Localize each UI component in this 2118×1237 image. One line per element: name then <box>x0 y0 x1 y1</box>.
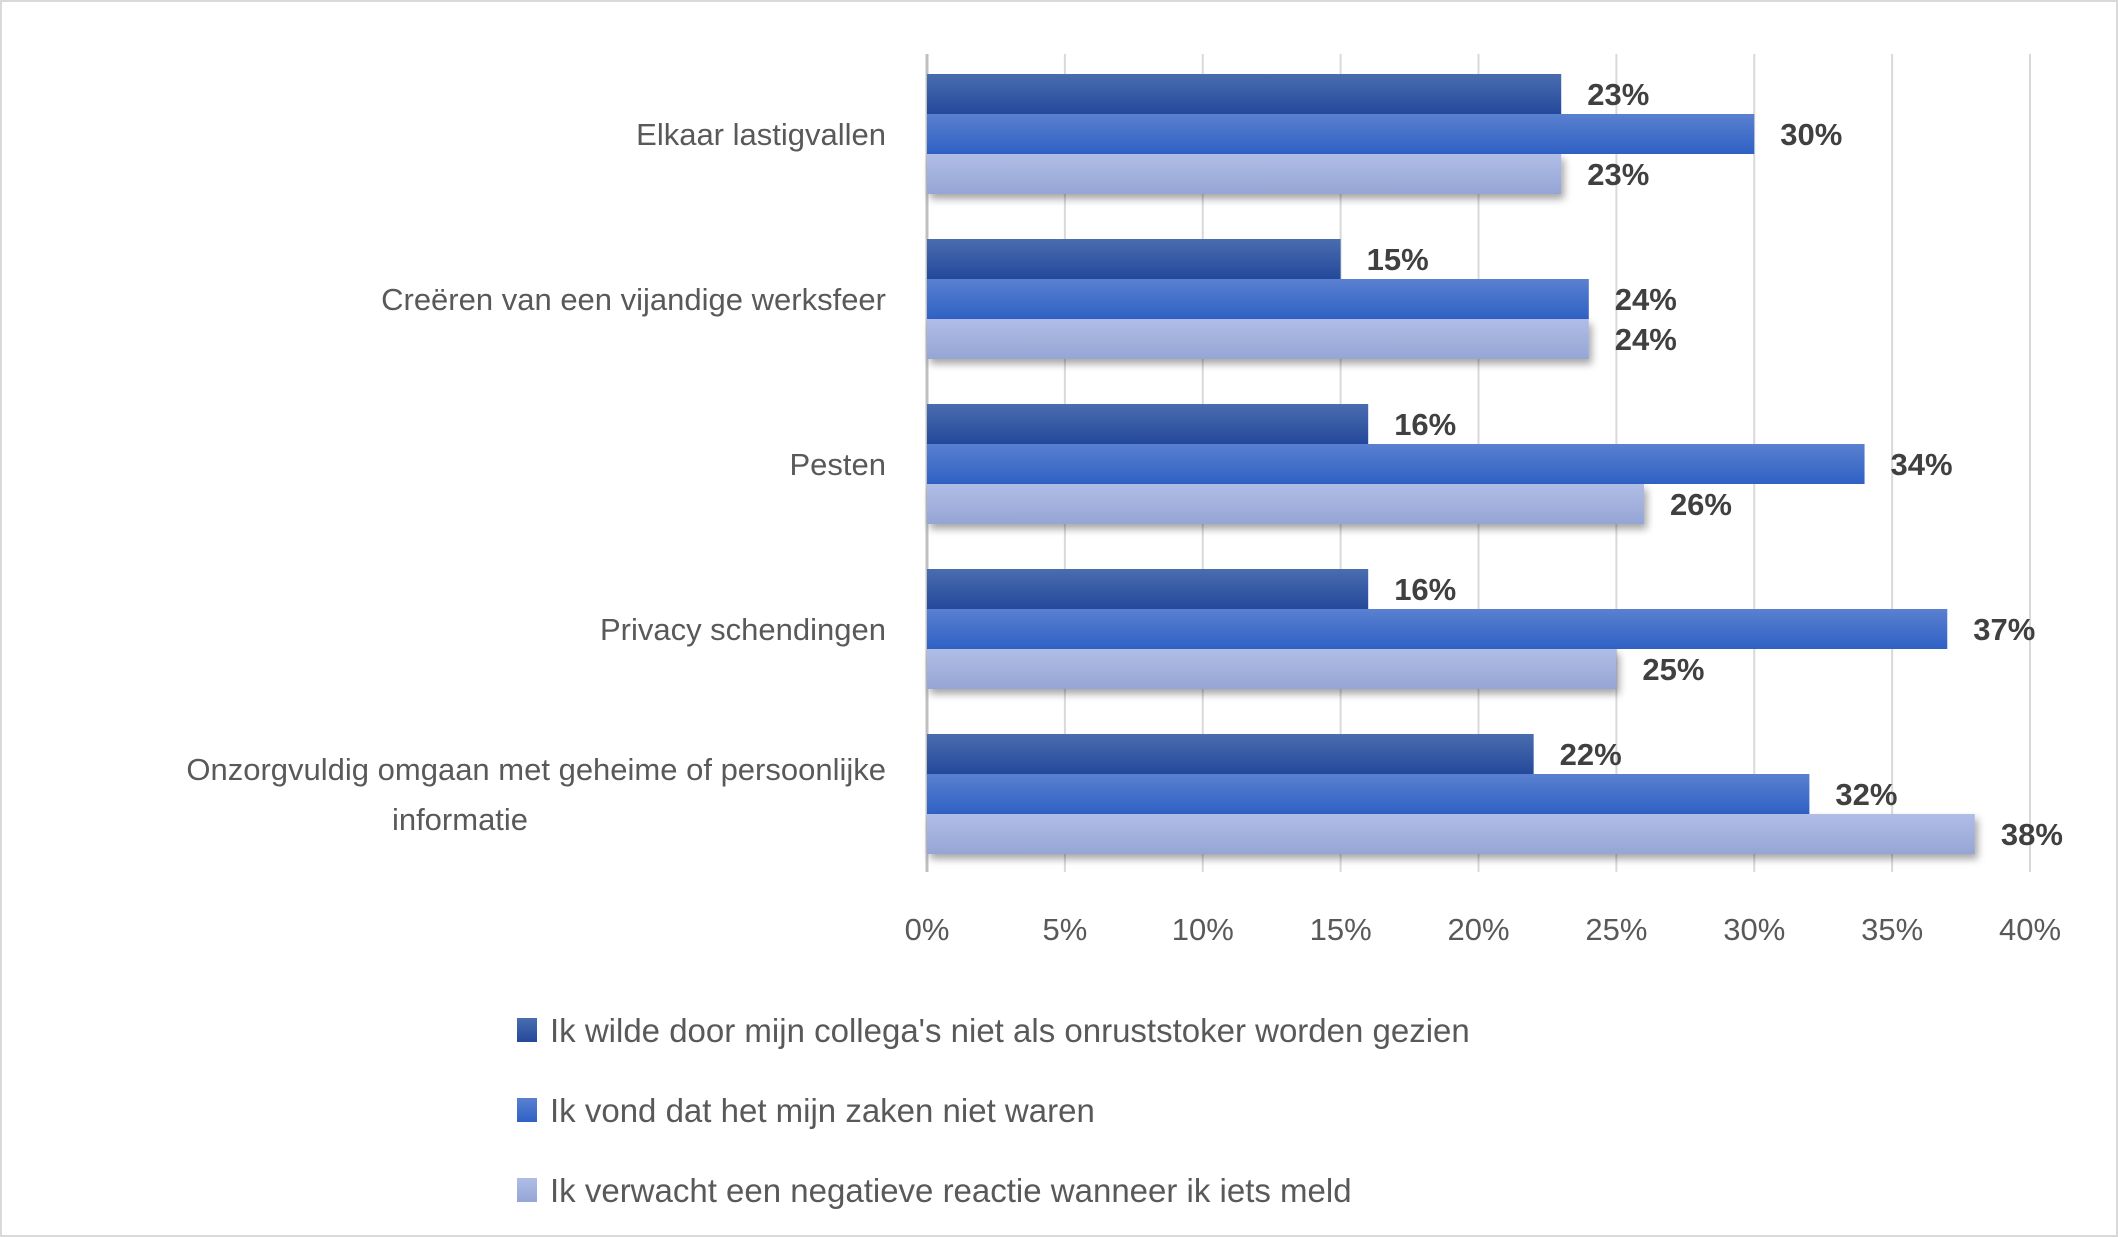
data-label: 24% <box>1615 322 1677 357</box>
data-label: 22% <box>1560 737 1622 772</box>
legend-swatch <box>517 1018 537 1042</box>
bar <box>927 814 1975 854</box>
data-label: 16% <box>1394 572 1456 607</box>
data-label: 23% <box>1587 77 1649 112</box>
bar <box>927 484 1644 524</box>
bar <box>927 279 1589 319</box>
bar <box>927 649 1617 689</box>
data-label: 26% <box>1670 487 1732 522</box>
x-tick-label: 40% <box>1999 912 2061 947</box>
x-tick-label: 10% <box>1172 912 1234 947</box>
category-label: informatie <box>392 802 528 837</box>
x-tick-label: 5% <box>1042 912 1087 947</box>
x-tick-label: 20% <box>1447 912 1509 947</box>
bar <box>927 114 1755 154</box>
data-label: 34% <box>1891 447 1953 482</box>
data-label: 30% <box>1780 117 1842 152</box>
x-tick-label: 15% <box>1310 912 1372 947</box>
bar <box>927 319 1589 359</box>
data-label: 37% <box>1973 612 2035 647</box>
bar <box>927 239 1341 279</box>
data-label: 23% <box>1587 157 1649 192</box>
bar <box>927 74 1562 114</box>
category-label: Elkaar lastigvallen <box>636 117 886 152</box>
bar <box>927 569 1369 609</box>
data-label: 16% <box>1394 407 1456 442</box>
x-tick-label: 30% <box>1723 912 1785 947</box>
data-label: 15% <box>1367 242 1429 277</box>
category-label: Creëren van een vijandige werksfeer <box>381 282 886 317</box>
bar <box>927 444 1865 484</box>
data-label: 24% <box>1615 282 1677 317</box>
bar <box>927 609 1948 649</box>
x-tick-label: 25% <box>1585 912 1647 947</box>
bar <box>927 154 1562 194</box>
x-tick-label: 0% <box>905 912 950 947</box>
legend-label: Ik wilde door mijn collega's niet als on… <box>550 1012 1470 1049</box>
data-label: 32% <box>1835 777 1897 812</box>
category-label: Pesten <box>789 447 886 482</box>
legend-swatch <box>517 1178 537 1202</box>
bar <box>927 404 1369 444</box>
legend-label: Ik vond dat het mijn zaken niet waren <box>550 1092 1095 1129</box>
legend-label: Ik verwacht een negatieve reactie wannee… <box>550 1172 1352 1209</box>
bar <box>927 774 1810 814</box>
data-label: 25% <box>1642 652 1704 687</box>
x-tick-label: 35% <box>1861 912 1923 947</box>
legend-swatch <box>517 1098 537 1122</box>
category-label: Onzorgvuldig omgaan met geheime of perso… <box>186 752 886 787</box>
bar <box>927 734 1534 774</box>
category-label: Privacy schendingen <box>600 612 886 647</box>
data-label: 38% <box>2001 817 2063 852</box>
